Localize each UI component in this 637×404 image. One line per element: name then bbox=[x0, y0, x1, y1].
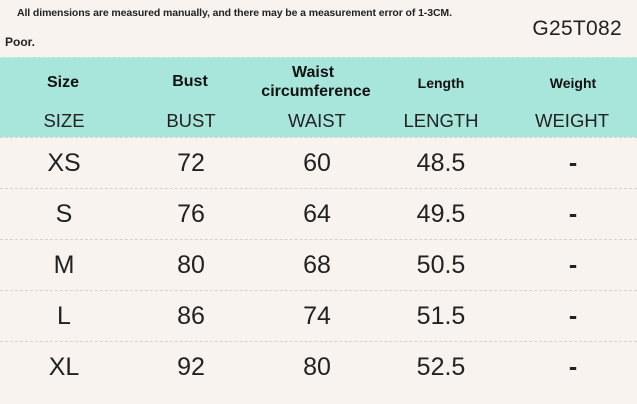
cell-weight: - bbox=[568, 200, 578, 228]
cell-waist: 60 bbox=[303, 149, 331, 177]
product-code: G25T082 bbox=[532, 17, 622, 40]
cell-bust: 86 bbox=[177, 302, 205, 330]
cell-bust: 76 bbox=[177, 200, 205, 228]
cell-length: 51.5 bbox=[416, 302, 466, 330]
subheader-length: LENGTH bbox=[403, 110, 479, 131]
cell-length: 52.5 bbox=[416, 353, 466, 381]
header-size: Size bbox=[46, 74, 80, 91]
cell-size: M bbox=[53, 251, 75, 279]
cell-weight: - bbox=[568, 353, 578, 381]
quality-label: Poor. bbox=[5, 35, 36, 49]
cell-size: L bbox=[57, 302, 71, 330]
subheader-size: SIZE bbox=[43, 110, 85, 131]
header-weight: Weight bbox=[549, 75, 597, 91]
cell-size: XS bbox=[47, 149, 81, 177]
cell-bust: 72 bbox=[177, 149, 205, 177]
cell-size: S bbox=[55, 200, 73, 228]
cell-waist: 68 bbox=[303, 251, 331, 279]
cell-weight: - bbox=[568, 302, 578, 330]
cell-length: 50.5 bbox=[416, 251, 466, 279]
cell-waist: 80 bbox=[303, 353, 331, 381]
table-row: XS 72 60 48.5 - bbox=[0, 137, 637, 189]
cell-weight: - bbox=[568, 251, 578, 279]
table-row: XL 92 80 52.5 - bbox=[0, 341, 637, 393]
table-row: M 80 68 50.5 - bbox=[0, 239, 637, 291]
cell-waist: 74 bbox=[303, 302, 331, 330]
cell-weight: - bbox=[568, 149, 578, 177]
header-waist-line2: circumference bbox=[261, 83, 371, 100]
cell-waist: 64 bbox=[303, 200, 331, 228]
subheader-bust: BUST bbox=[166, 110, 216, 131]
measurement-note: All dimensions are measured manually, an… bbox=[17, 7, 452, 19]
table-row: L 86 74 51.5 - bbox=[0, 290, 637, 342]
header-bust: Bust bbox=[172, 73, 208, 90]
subheader-waist: WAIST bbox=[288, 110, 346, 131]
cell-bust: 92 bbox=[177, 353, 205, 381]
cell-length: 48.5 bbox=[416, 149, 466, 177]
cell-size: XL bbox=[48, 353, 80, 381]
cell-bust: 80 bbox=[177, 251, 205, 279]
table-header: Size Bust Waist circumference Length Wei… bbox=[0, 57, 637, 137]
subheader-weight: WEIGHT bbox=[535, 110, 609, 131]
header-length: Length bbox=[417, 75, 465, 91]
cell-length: 49.5 bbox=[416, 200, 466, 228]
table-row: S 76 64 49.5 - bbox=[0, 188, 637, 240]
header-waist-line1: Waist bbox=[291, 64, 335, 81]
